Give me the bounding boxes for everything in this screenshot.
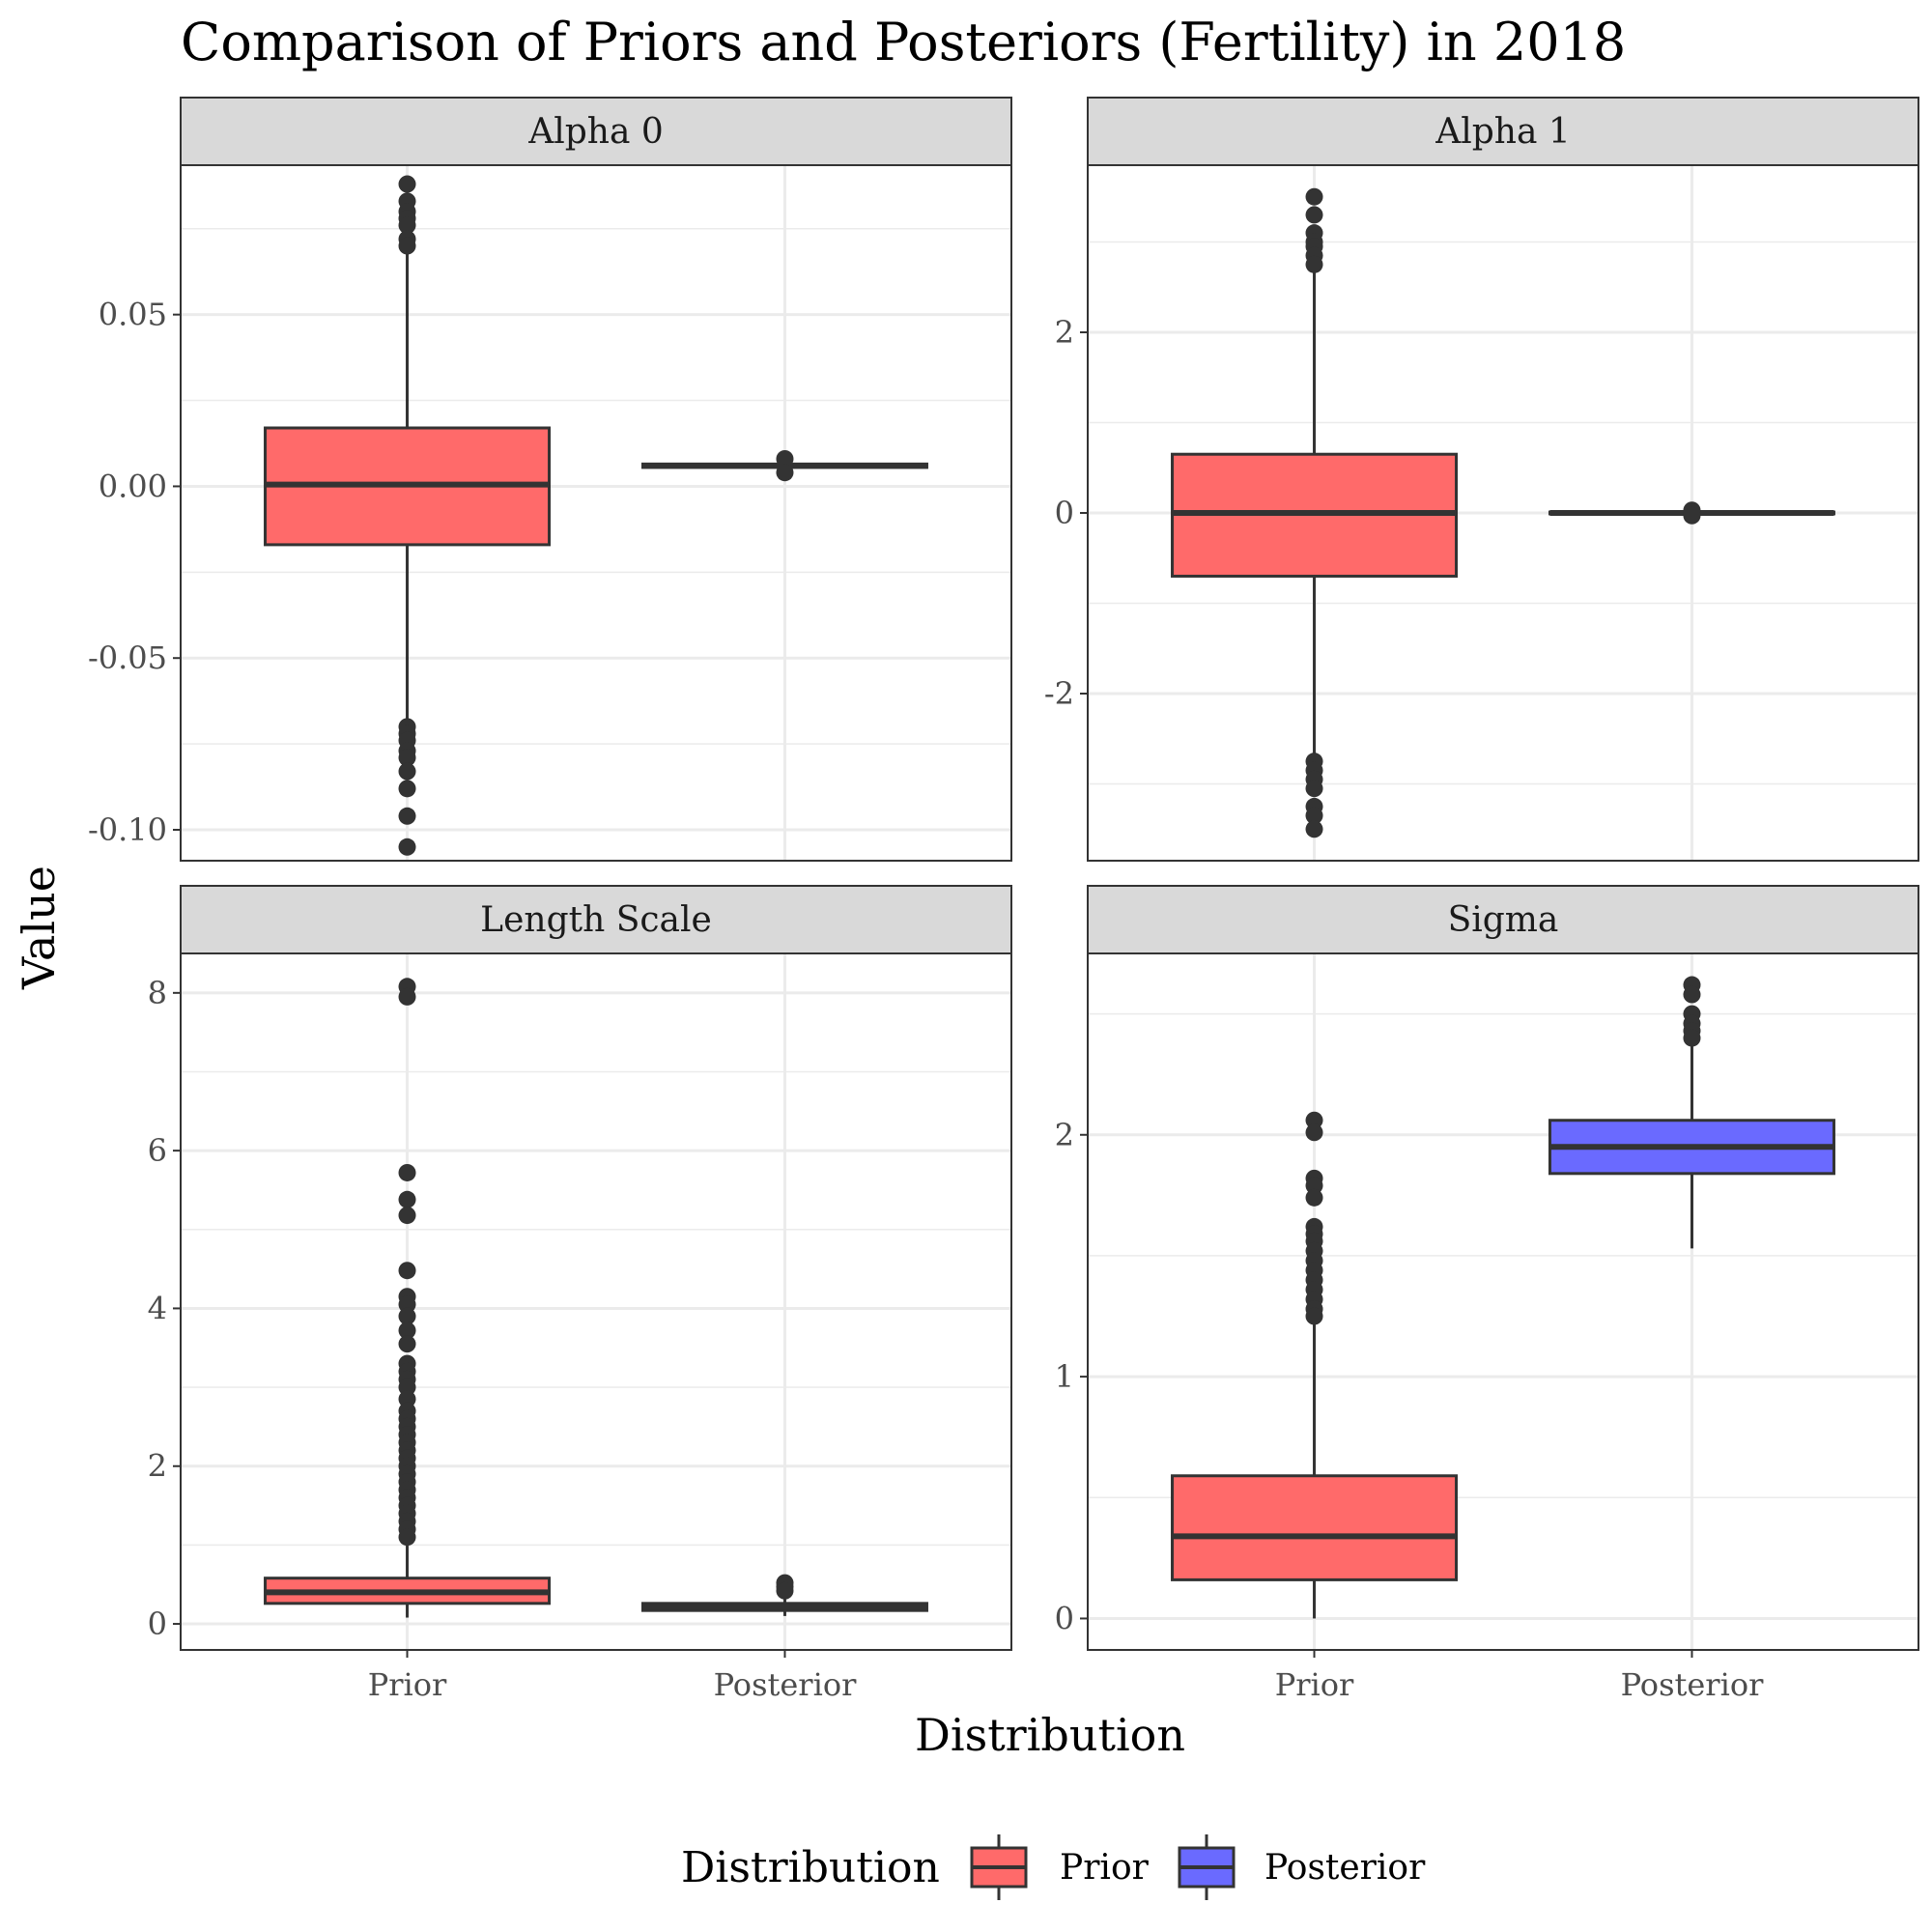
outlier-point: [398, 1163, 416, 1181]
box-prior: [264, 978, 552, 1618]
legend-label: Posterior: [1264, 1848, 1426, 1888]
outlier-point: [776, 450, 794, 468]
box-prior: [1171, 187, 1459, 838]
outlier-point: [1305, 206, 1323, 224]
y-tick-label: 0: [1055, 495, 1074, 531]
x-tick-label: Posterior: [714, 1666, 858, 1703]
outlier-point: [398, 216, 416, 235]
panel-border: [1087, 164, 1919, 862]
outlier-point: [776, 1581, 794, 1600]
y-tick-label: 2: [1055, 314, 1074, 351]
outlier-point: [1305, 1188, 1323, 1207]
outlier-point: [1305, 1307, 1323, 1325]
legend-title: Distribution: [681, 1843, 940, 1892]
y-tick-label: 0: [148, 1605, 167, 1642]
outlier-point: [398, 1321, 416, 1340]
outlier-point: [1305, 807, 1323, 825]
outlier-point: [398, 780, 416, 798]
facet-strip: [1087, 885, 1919, 954]
facet-strip: [180, 97, 1012, 166]
outlier-point: [1683, 985, 1701, 1004]
y-tick-label: 2: [148, 1448, 167, 1485]
panel-background: [181, 953, 1011, 1650]
outlier-point: [1305, 780, 1323, 798]
legend-key-prior: Prior: [970, 1834, 1150, 1900]
panel-border: [1087, 952, 1919, 1651]
outlier-point: [1683, 506, 1701, 525]
outlier-point: [398, 762, 416, 781]
facet-strip-label: Alpha 0: [527, 112, 664, 152]
outlier-point: [1305, 1123, 1323, 1142]
facet-strip-label: Sigma: [1448, 900, 1559, 940]
outlier-point: [1305, 820, 1323, 838]
outlier-point: [398, 749, 416, 767]
outlier-point: [398, 237, 416, 255]
panel-border: [180, 952, 1012, 1651]
outlier-point: [398, 987, 416, 1006]
box-posterior: [640, 450, 928, 482]
panel-alpha-0: Alpha 0 -0.10 -0.05 0.00 0.05: [88, 97, 1012, 862]
y-tick-label: 2: [1055, 1117, 1074, 1153]
legend: Distribution Prior Posterior: [681, 1834, 1426, 1900]
y-tick-label: -0.10: [88, 811, 167, 848]
box-posterior: [640, 1574, 928, 1616]
legend-label: Prior: [1060, 1848, 1150, 1888]
x-tick-label: Prior: [1275, 1666, 1354, 1703]
outlier-point: [398, 1335, 416, 1353]
panel-length-scale: Length Scale 0 2 4 6 8 Prior Posterior: [148, 885, 1012, 1703]
y-tick-label: -0.05: [88, 639, 167, 676]
outlier-point: [1683, 1029, 1701, 1047]
legend-key-posterior: Posterior: [1178, 1834, 1426, 1900]
y-axis-title: Value: [13, 866, 65, 990]
y-tick-label: 0: [1055, 1600, 1074, 1636]
y-tick-label: 8: [148, 975, 167, 1011]
box-iqr: [1171, 1474, 1459, 1581]
outlier-point: [776, 464, 794, 482]
panel-border: [180, 164, 1012, 862]
outlier-point: [398, 1262, 416, 1280]
outlier-point: [398, 1190, 416, 1208]
outlier-point: [398, 1307, 416, 1325]
y-tick-label: 4: [148, 1290, 167, 1326]
outlier-point: [1305, 187, 1323, 206]
box-posterior: [1548, 976, 1835, 1249]
y-tick-label: 0.00: [99, 468, 167, 504]
y-tick-label: -2: [1044, 675, 1074, 712]
y-tick-label: 1: [1055, 1358, 1074, 1395]
outlier-point: [398, 807, 416, 825]
outlier-point: [398, 1528, 416, 1547]
y-tick-label: 6: [148, 1132, 167, 1169]
outlier-point: [398, 1207, 416, 1225]
outlier-point: [398, 838, 416, 856]
facet-strip-label: Length Scale: [480, 900, 712, 940]
outlier-point: [1305, 255, 1323, 273]
chart-title: Comparison of Priors and Posteriors (Fer…: [181, 12, 1626, 72]
panel-alpha-1: Alpha 1 -2 0 2: [1044, 97, 1919, 862]
x-tick-label: Prior: [368, 1666, 447, 1703]
outlier-point: [398, 175, 416, 193]
box-posterior: [1548, 501, 1835, 525]
box-prior: [264, 175, 552, 856]
panel-sigma: Sigma 0 1 2 Prior Posterior: [1055, 885, 1919, 1703]
box-prior: [1171, 1111, 1459, 1619]
facet-strip-label: Alpha 1: [1435, 112, 1571, 152]
facet-strip: [180, 885, 1012, 954]
facet-strip: [1087, 97, 1919, 166]
x-axis-title: Distribution: [915, 1709, 1185, 1761]
outlier-point: [1305, 1111, 1323, 1129]
x-tick-label: Posterior: [1621, 1666, 1765, 1703]
outlier-point: [1305, 1177, 1323, 1195]
y-tick-label: 0.05: [99, 297, 167, 333]
